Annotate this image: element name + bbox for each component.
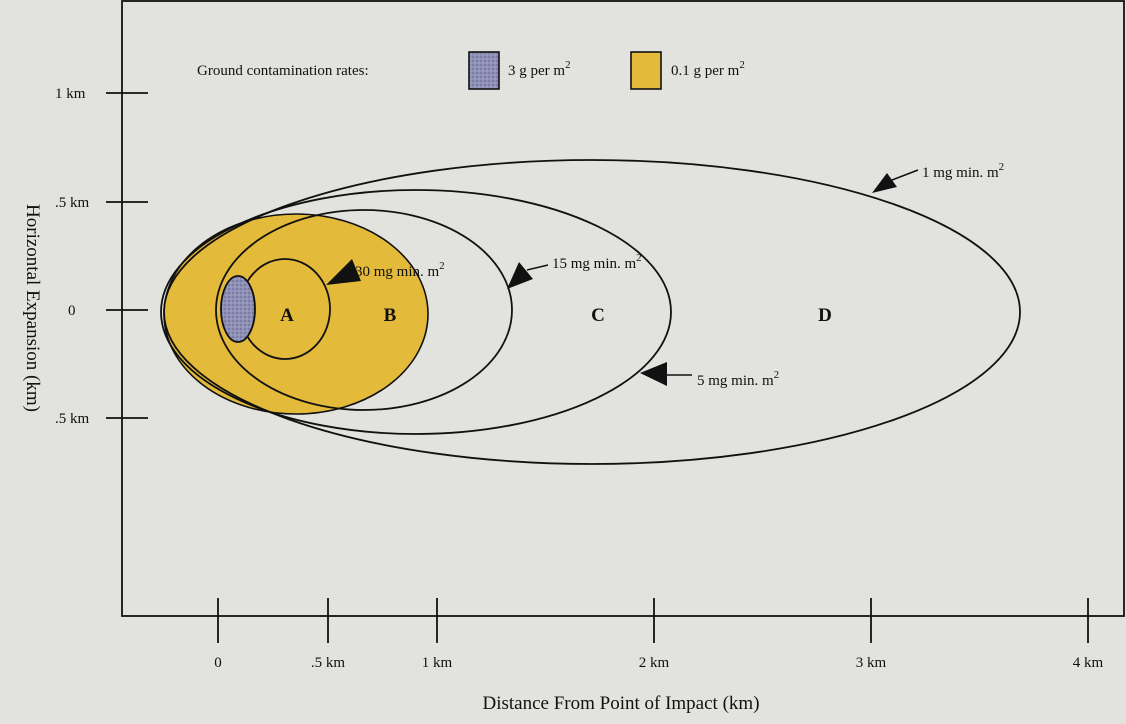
x-axis: 0 .5 km 1 km 2 km 3 km 4 km [214, 598, 1104, 671]
contamination-area-high [220, 275, 256, 343]
arrow-1-mg [872, 169, 919, 193]
arrow-30-mg [326, 259, 361, 285]
legend-title: Ground contamination rates: [197, 63, 369, 79]
x-tick-label: 3 km [856, 655, 887, 671]
y-axis-title: Horizontal Expansion (km) [22, 204, 43, 412]
legend-swatch-high [468, 51, 500, 90]
region-label-d: D [818, 305, 832, 326]
legend-label-high: 3 g per m2 [508, 59, 571, 79]
legend-swatch-low [630, 51, 662, 90]
x-tick-label: 0 [214, 655, 222, 671]
arrow-15-mg [507, 262, 549, 289]
y-axis: 1 km .5 km 0 .5 km [55, 86, 148, 427]
x-tick-label: 2 km [639, 655, 670, 671]
y-tick-label: .5 km [55, 195, 90, 211]
dose-label-5-mg: 5 mg min. m2 [697, 369, 779, 389]
y-tick-label: 1 km [55, 86, 86, 102]
x-tick-label: .5 km [311, 655, 346, 671]
dose-label-15-mg: 15 mg min. m2 [552, 252, 642, 272]
contour-1-mg [163, 159, 1021, 465]
region-label-c: C [591, 305, 605, 326]
y-tick-label: 0 [68, 303, 76, 319]
x-tick-label: 4 km [1073, 655, 1104, 671]
dose-label-30-mg: 30 mg min. m2 [355, 260, 445, 280]
legend-label-low: 0.1 g per m2 [671, 59, 745, 79]
region-label-a: A [280, 305, 294, 326]
contour-15-mg [215, 209, 513, 411]
plot-frame [121, 0, 1125, 617]
region-label-b: B [384, 305, 397, 326]
contour-5-mg [160, 189, 672, 435]
y-tick-label: .5 km [55, 411, 90, 427]
x-axis-title: Distance From Point of Impact (km) [482, 693, 759, 714]
x-tick-label: 1 km [422, 655, 453, 671]
arrow-5-mg [640, 362, 692, 386]
dose-label-1-mg: 1 mg min. m2 [922, 161, 1004, 181]
